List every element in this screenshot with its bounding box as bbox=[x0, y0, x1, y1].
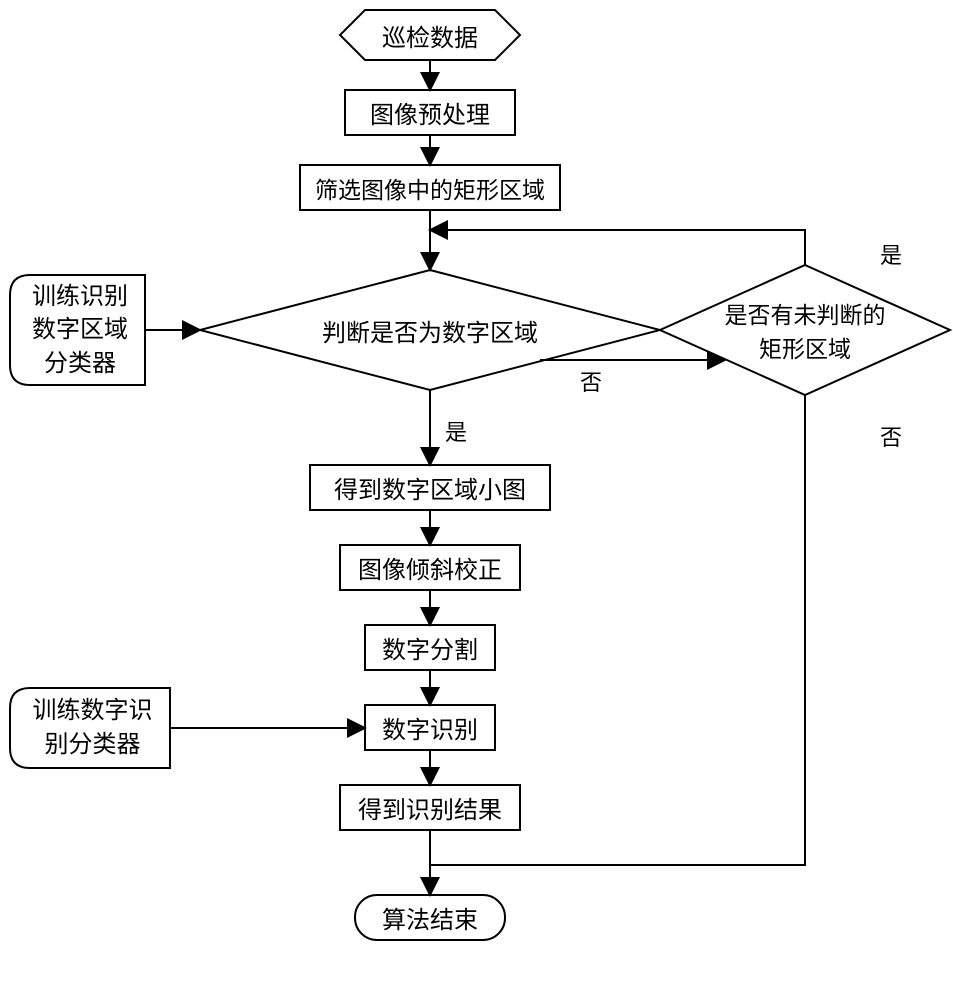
edge-label-dec1-yes: 是 bbox=[445, 415, 467, 447]
edge-label-dec2-yes: 是 bbox=[880, 238, 902, 270]
label-end: 算法结束 bbox=[355, 895, 505, 940]
label-result: 得到识别结果 bbox=[340, 785, 520, 830]
edge-dec2-yes bbox=[430, 230, 805, 265]
label-cls2: 训练数字识 别分类器 bbox=[15, 693, 170, 763]
label-cls1: 训练识别 数字区域 分类器 bbox=[15, 280, 145, 380]
label-tilt: 图像倾斜校正 bbox=[340, 545, 520, 590]
edge-label-dec1-no: 否 bbox=[580, 365, 602, 397]
label-dec2: 是否有未判断的 矩形区域 bbox=[695, 295, 915, 365]
label-filter: 筛选图像中的矩形区域 bbox=[300, 165, 560, 210]
label-start: 巡检数据 bbox=[340, 10, 520, 60]
label-dec1: 判断是否为数字区域 bbox=[250, 300, 610, 360]
label-seg: 数字分割 bbox=[365, 625, 495, 670]
edge-label-dec2-no: 否 bbox=[880, 420, 902, 452]
label-small: 得到数字区域小图 bbox=[310, 465, 550, 510]
label-pre: 图像预处理 bbox=[345, 90, 515, 135]
label-rec: 数字识别 bbox=[365, 705, 495, 750]
